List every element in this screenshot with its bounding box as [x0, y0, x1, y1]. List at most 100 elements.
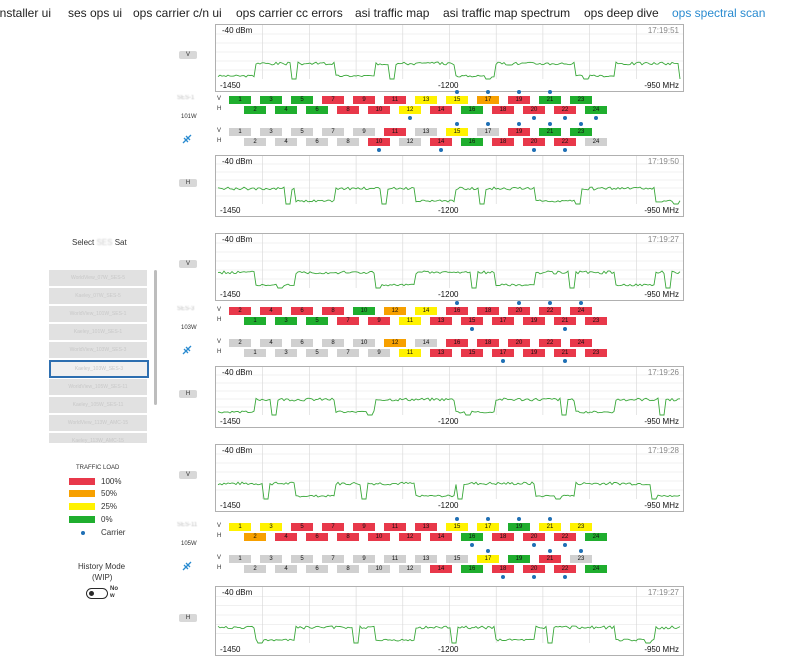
transponder-cell[interactable]: 19 [508, 128, 530, 136]
transponder-cell[interactable]: 9 [368, 349, 390, 357]
sat-list-item[interactable]: WorldView_101W_SES-1 [49, 306, 147, 322]
transponder-cell[interactable]: 13 [415, 523, 437, 531]
transponder-cell[interactable]: 4 [260, 307, 282, 315]
transponder-cell[interactable]: 13 [430, 349, 452, 357]
tab-ops-spectral-scan[interactable]: ops spectral scan [672, 6, 766, 20]
transponder-cell[interactable]: 17 [477, 523, 499, 531]
transponder-cell[interactable]: 12 [384, 307, 406, 315]
transponder-cell[interactable]: 13 [415, 555, 437, 563]
transponder-cell[interactable]: 14 [430, 138, 452, 146]
transponder-cell[interactable]: 10 [368, 533, 390, 541]
transponder-cell[interactable]: 7 [322, 523, 344, 531]
transponder-cell[interactable]: 20 [508, 307, 530, 315]
transponder-cell[interactable]: 7 [337, 317, 359, 325]
transponder-cell[interactable]: 5 [306, 349, 328, 357]
transponder-cell[interactable]: 3 [260, 128, 282, 136]
transponder-cell[interactable]: 10 [353, 307, 375, 315]
transponder-cell[interactable]: 24 [570, 339, 592, 347]
transponder-cell[interactable]: 1 [244, 349, 266, 357]
transponder-cell[interactable]: 16 [461, 106, 483, 114]
transponder-cell[interactable]: 22 [554, 106, 576, 114]
transponder-cell[interactable]: 15 [446, 96, 468, 104]
transponder-cell[interactable]: 19 [508, 523, 530, 531]
transponder-cell[interactable]: 2 [244, 106, 266, 114]
transponder-cell[interactable]: 9 [353, 555, 375, 563]
transponder-cell[interactable]: 7 [322, 555, 344, 563]
transponder-cell[interactable]: 22 [554, 565, 576, 573]
transponder-cell[interactable]: 24 [585, 533, 607, 541]
transponder-cell[interactable]: 8 [337, 533, 359, 541]
transponder-cell[interactable]: 20 [508, 339, 530, 347]
transponder-cell[interactable]: 5 [291, 555, 313, 563]
satellite-list[interactable]: WorldView_07W_SES-5 Kaeley_07W_SES-5 Wor… [0, 268, 160, 443]
sat-list-item[interactable]: WorldView_103W_SES-3 [49, 342, 147, 358]
transponder-cell[interactable]: 11 [384, 128, 406, 136]
transponder-cell[interactable]: 24 [585, 565, 607, 573]
transponder-cell[interactable]: 15 [446, 128, 468, 136]
transponder-cell[interactable]: 18 [492, 533, 514, 541]
transponder-cell[interactable]: 6 [306, 138, 328, 146]
transponder-cell[interactable]: 5 [291, 523, 313, 531]
transponder-cell[interactable]: 16 [461, 533, 483, 541]
transponder-cell[interactable]: 19 [523, 349, 545, 357]
transponder-cell[interactable]: 24 [570, 307, 592, 315]
transponder-cell[interactable]: 11 [384, 555, 406, 563]
transponder-cell[interactable]: 2 [244, 138, 266, 146]
transponder-cell[interactable]: 24 [585, 138, 607, 146]
transponder-cell[interactable]: 8 [322, 307, 344, 315]
transponder-cell[interactable]: 16 [461, 565, 483, 573]
transponder-cell[interactable]: 3 [275, 317, 297, 325]
transponder-cell[interactable]: 9 [353, 96, 375, 104]
transponder-cell[interactable]: 20 [523, 106, 545, 114]
transponder-cell[interactable]: 7 [322, 128, 344, 136]
transponder-cell[interactable]: 5 [306, 317, 328, 325]
transponder-cell[interactable]: 6 [306, 565, 328, 573]
transponder-cell[interactable]: 19 [523, 317, 545, 325]
transponder-cell[interactable]: 11 [384, 523, 406, 531]
transponder-cell[interactable]: 14 [430, 533, 452, 541]
tab-ops-carrier-cc-errors[interactable]: ops carrier cc errors [236, 6, 343, 20]
transponder-cell[interactable]: 1 [244, 317, 266, 325]
transponder-cell[interactable]: 22 [539, 339, 561, 347]
transponder-cell[interactable]: 15 [446, 555, 468, 563]
transponder-cell[interactable]: 4 [275, 138, 297, 146]
transponder-cell[interactable]: 15 [461, 317, 483, 325]
transponder-cell[interactable]: 2 [244, 533, 266, 541]
transponder-cell[interactable]: 19 [508, 96, 530, 104]
transponder-cell[interactable]: 23 [570, 128, 592, 136]
transponder-cell[interactable]: 10 [368, 138, 390, 146]
transponder-cell[interactable]: 4 [275, 533, 297, 541]
transponder-cell[interactable]: 1 [229, 523, 251, 531]
transponder-cell[interactable]: 23 [585, 317, 607, 325]
transponder-cell[interactable]: 14 [415, 339, 437, 347]
transponder-cell[interactable]: 7 [337, 349, 359, 357]
transponder-cell[interactable]: 21 [539, 96, 561, 104]
transponder-cell[interactable]: 3 [260, 555, 282, 563]
transponder-cell[interactable]: 16 [446, 307, 468, 315]
transponder-cell[interactable]: 1 [229, 128, 251, 136]
transponder-cell[interactable]: 7 [322, 96, 344, 104]
transponder-cell[interactable]: 23 [585, 349, 607, 357]
transponder-cell[interactable]: 9 [368, 317, 390, 325]
transponder-cell[interactable]: 17 [492, 317, 514, 325]
transponder-cell[interactable]: 3 [260, 96, 282, 104]
transponder-cell[interactable]: 12 [384, 339, 406, 347]
tab-asi-traffic-map[interactable]: asi traffic map [355, 6, 430, 20]
transponder-cell[interactable]: 4 [275, 106, 297, 114]
transponder-cell[interactable]: 21 [554, 349, 576, 357]
transponder-cell[interactable]: 18 [477, 307, 499, 315]
tab-ses-ops-ui[interactable]: ses ops ui [68, 6, 123, 20]
transponder-cell[interactable]: 3 [260, 523, 282, 531]
transponder-cell[interactable]: 10 [368, 565, 390, 573]
transponder-cell[interactable]: 21 [554, 317, 576, 325]
transponder-cell[interactable]: 6 [306, 533, 328, 541]
sat-list-item[interactable]: WorldView_07W_SES-5 [49, 270, 147, 286]
transponder-cell[interactable]: 18 [492, 138, 514, 146]
transponder-cell[interactable]: 3 [275, 349, 297, 357]
transponder-cell[interactable]: 12 [399, 138, 421, 146]
tab-ops-carrier-cn-ui[interactable]: ops carrier c/n ui [133, 6, 222, 20]
transponder-cell[interactable]: 17 [477, 555, 499, 563]
transponder-cell[interactable]: 22 [554, 138, 576, 146]
transponder-cell[interactable]: 13 [415, 96, 437, 104]
transponder-cell[interactable]: 14 [430, 106, 452, 114]
